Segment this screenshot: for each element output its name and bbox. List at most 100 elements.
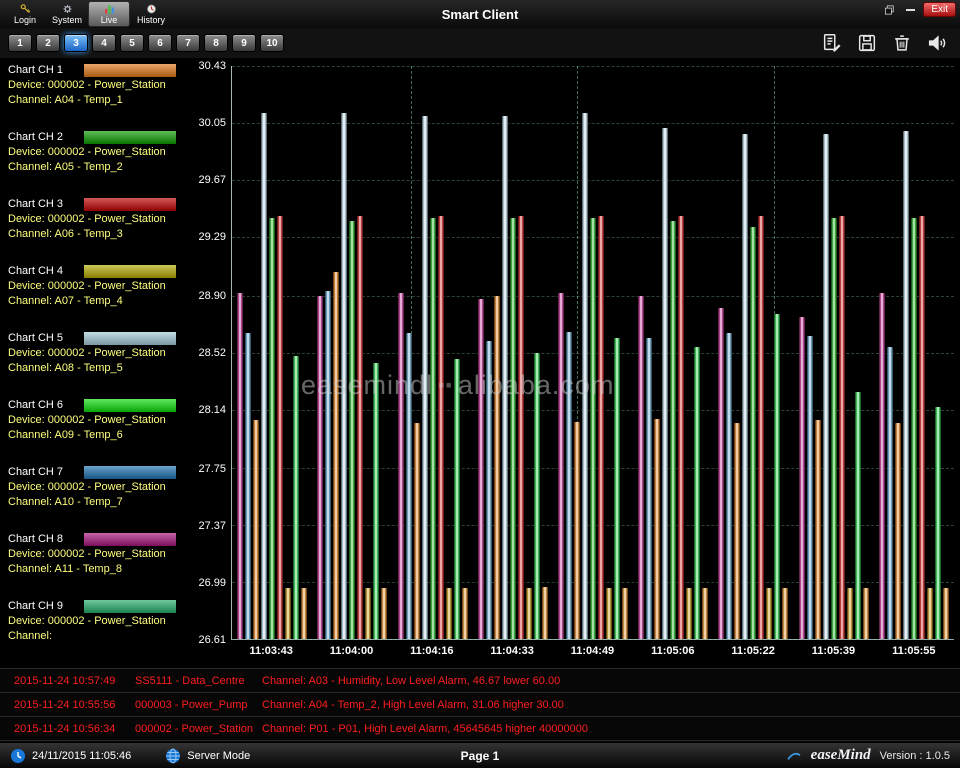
- status-bar: 24/11/2015 11:05:46 Server Mode Page 1 e…: [0, 742, 960, 768]
- bar-ch6: [533, 352, 540, 639]
- bar-ch5: [902, 130, 909, 639]
- bar-ch9: [942, 588, 949, 639]
- bar-ch7: [646, 337, 653, 639]
- y-tick-label: 28.52: [198, 347, 226, 359]
- channel-entry-4[interactable]: Chart CH 4 Device: 000002 - Power_Station…: [8, 264, 196, 331]
- bar-ch8: [798, 316, 805, 639]
- restore-button[interactable]: [881, 3, 897, 16]
- bar-ch3: [838, 216, 845, 639]
- channel-entry-6[interactable]: Chart CH 6 Device: 000002 - Power_Station…: [8, 398, 196, 465]
- channel-device: Device: 000002 - Power_Station: [8, 414, 166, 426]
- history-icon: [146, 4, 156, 14]
- tab-10[interactable]: 10: [260, 34, 284, 52]
- bar-ch1: [253, 420, 260, 639]
- bar-ch6: [293, 355, 300, 639]
- clock-icon: [11, 748, 25, 763]
- channel-entry-1[interactable]: Chart CH 1 Device: 000002 - Power_Station…: [8, 63, 196, 130]
- tab-4[interactable]: 4: [92, 34, 116, 52]
- bar-ch1: [413, 423, 420, 639]
- nav-system[interactable]: System: [46, 1, 88, 27]
- bar-ch9: [301, 588, 308, 639]
- channel-name: Channel: A06 - Temp_3: [8, 228, 123, 240]
- channel-color-swatch: [84, 265, 176, 278]
- bar-group: [633, 66, 713, 639]
- edit-icon[interactable]: [821, 32, 843, 54]
- h-gridline: [232, 66, 954, 67]
- alarm-time: 2015-11-24 10:55:56: [14, 698, 116, 711]
- login-icon: [20, 4, 30, 13]
- nav-login[interactable]: Login: [4, 1, 46, 27]
- channel-entry-9[interactable]: Chart CH 9 Device: 000002 - Power_Station…: [8, 599, 196, 666]
- bar-ch7: [806, 336, 813, 639]
- bar-ch9: [541, 586, 548, 639]
- channel-color-swatch: [84, 131, 176, 144]
- clock-group: 24/11/2015 11:05:46: [10, 748, 131, 764]
- bar-ch7: [485, 340, 492, 639]
- channel-entry-3[interactable]: Chart CH 3 Device: 000002 - Power_Station…: [8, 197, 196, 264]
- tab-9[interactable]: 9: [232, 34, 256, 52]
- x-tick-label: 11:04:33: [490, 645, 534, 657]
- minimize-button[interactable]: [902, 3, 918, 16]
- bar-group: [874, 66, 954, 639]
- nav-history[interactable]: History: [130, 1, 172, 27]
- window-controls: Exit: [881, 2, 956, 17]
- tab-6[interactable]: 6: [148, 34, 172, 52]
- bar-ch8: [397, 292, 404, 639]
- h-gridline: [232, 123, 954, 124]
- main-area: Chart CH 1 Device: 000002 - Power_Station…: [0, 58, 960, 668]
- bar-group: [312, 66, 392, 639]
- channel-entry-7[interactable]: Chart CH 7 Device: 000002 - Power_Station…: [8, 465, 196, 532]
- bar-ch4: [365, 588, 372, 639]
- bar-ch3: [758, 216, 765, 639]
- y-tick-label: 27.37: [198, 519, 226, 532]
- bar-ch2: [349, 220, 356, 639]
- plot-area: [231, 66, 954, 640]
- bar-group: [473, 66, 553, 639]
- tab-5[interactable]: 5: [120, 34, 144, 52]
- bar-ch4: [926, 588, 933, 639]
- channel-device: Device: 000002 - Power_Station: [8, 146, 166, 158]
- channel-entry-8[interactable]: Chart CH 8 Device: 000002 - Power_Station…: [8, 532, 196, 599]
- bar-ch2: [670, 220, 677, 639]
- tab-3[interactable]: 3: [64, 34, 88, 52]
- bar-group: [713, 66, 793, 639]
- live-icon: [104, 5, 114, 14]
- bar-ch3: [357, 216, 364, 639]
- channel-header: Chart CH 3: [8, 197, 196, 212]
- title-bar: Login System Live History Smart Client E…: [0, 0, 960, 28]
- channel-entry-2[interactable]: Chart CH 2 Device: 000002 - Power_Station…: [8, 130, 196, 197]
- alarm-row: 2015-11-24 10:55:56 000003 - Power_Pump Ch…: [0, 693, 960, 717]
- bar-ch9: [461, 588, 468, 639]
- exit-button[interactable]: Exit: [923, 2, 956, 17]
- save-icon[interactable]: [856, 32, 878, 54]
- alarm-row: 2015-11-24 10:57:49 SS5111 - Data_Centre C…: [0, 669, 960, 693]
- channel-color-swatch: [84, 64, 176, 77]
- bar-ch4: [686, 588, 693, 639]
- tab-7[interactable]: 7: [176, 34, 200, 52]
- channel-entry-5[interactable]: Chart CH 5 Device: 000002 - Power_Station…: [8, 331, 196, 398]
- channel-title: Chart CH 7: [8, 466, 64, 478]
- y-tick-label: 28.14: [198, 404, 226, 417]
- bar-ch6: [613, 337, 620, 639]
- x-tick-label: 11:05:06: [651, 645, 695, 657]
- channel-title: Chart CH 2: [8, 131, 64, 143]
- nav-live[interactable]: Live: [88, 1, 130, 27]
- delete-icon[interactable]: [891, 32, 913, 54]
- y-tick-label: 29.67: [198, 174, 226, 187]
- sound-icon[interactable]: [926, 32, 948, 54]
- bar-ch5: [742, 133, 749, 639]
- nav-system-label: System: [51, 15, 82, 25]
- bar-ch3: [597, 216, 604, 639]
- channel-title: Chart CH 8: [8, 533, 64, 545]
- bar-ch1: [573, 421, 580, 639]
- alarm-time: 2015-11-24 10:57:49: [14, 674, 116, 687]
- bar-ch2: [429, 217, 436, 639]
- bar-ch3: [678, 216, 685, 639]
- tab-8[interactable]: 8: [204, 34, 228, 52]
- channel-name: Channel: A05 - Temp_2: [8, 161, 123, 173]
- bar-ch2: [269, 217, 276, 639]
- tab-2[interactable]: 2: [36, 34, 60, 52]
- tab-1[interactable]: 1: [8, 34, 32, 52]
- bar-ch2: [830, 217, 837, 639]
- alarm-message: Channel: A04 - Temp_2, High Level Alarm,…: [262, 698, 564, 711]
